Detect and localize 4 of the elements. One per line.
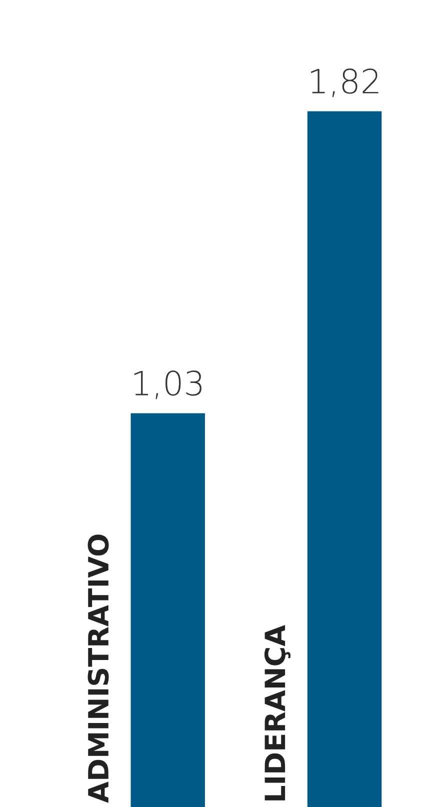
data-label: 1,03 xyxy=(134,370,202,400)
x-tick-label: ADMINISTRATIVO xyxy=(88,534,109,803)
data-label: 1,82 xyxy=(311,68,378,98)
x-tick-label: LIDERANÇA xyxy=(264,625,290,800)
